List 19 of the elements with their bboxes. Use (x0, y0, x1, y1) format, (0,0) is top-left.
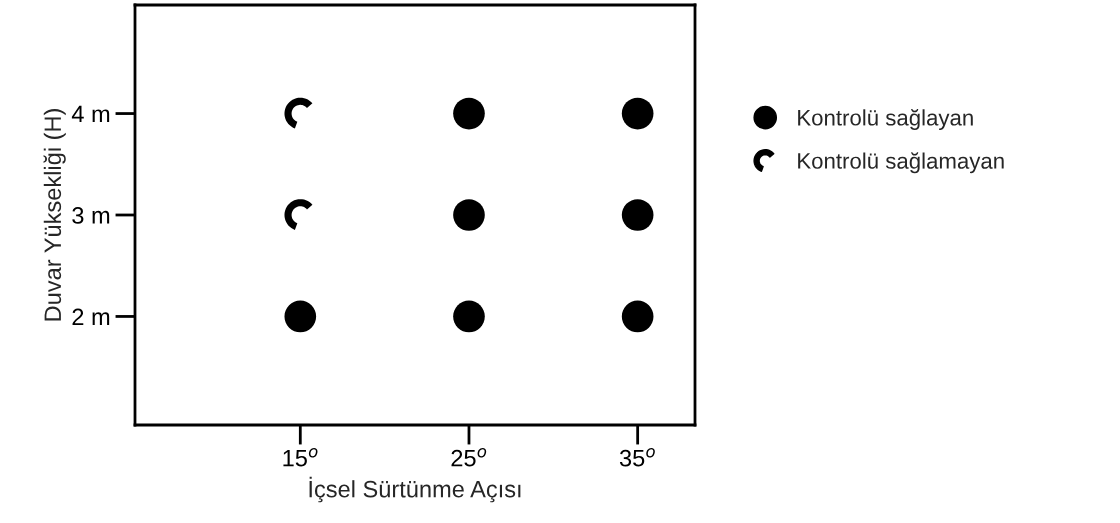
x-tick-label: 35$^{o}$ (619, 448, 655, 467)
y-tick-label: 2 m (72, 308, 110, 325)
point (284, 97, 313, 129)
point (284, 199, 313, 230)
x-tick-label: 25$^{o}$ (451, 448, 487, 467)
point (453, 97, 485, 130)
point (453, 199, 485, 231)
x-tick-label: 15$^{o}$ (283, 448, 318, 467)
legend-label: Kontrolü sağlayan (798, 109, 973, 130)
legend-label: Kontrolü sağlamayan (798, 152, 1004, 174)
x-axis-title: İçsel Sürtünme Açısı (309, 476, 521, 503)
y-tick-label: 3 m (72, 207, 110, 224)
point (284, 300, 317, 333)
y-axis-title: Duvar Yüksekliği (H) (43, 109, 66, 321)
point (621, 300, 654, 333)
point (621, 199, 654, 231)
point (453, 300, 485, 333)
point (621, 97, 654, 130)
y-tick-label: 4 m (71, 105, 110, 123)
